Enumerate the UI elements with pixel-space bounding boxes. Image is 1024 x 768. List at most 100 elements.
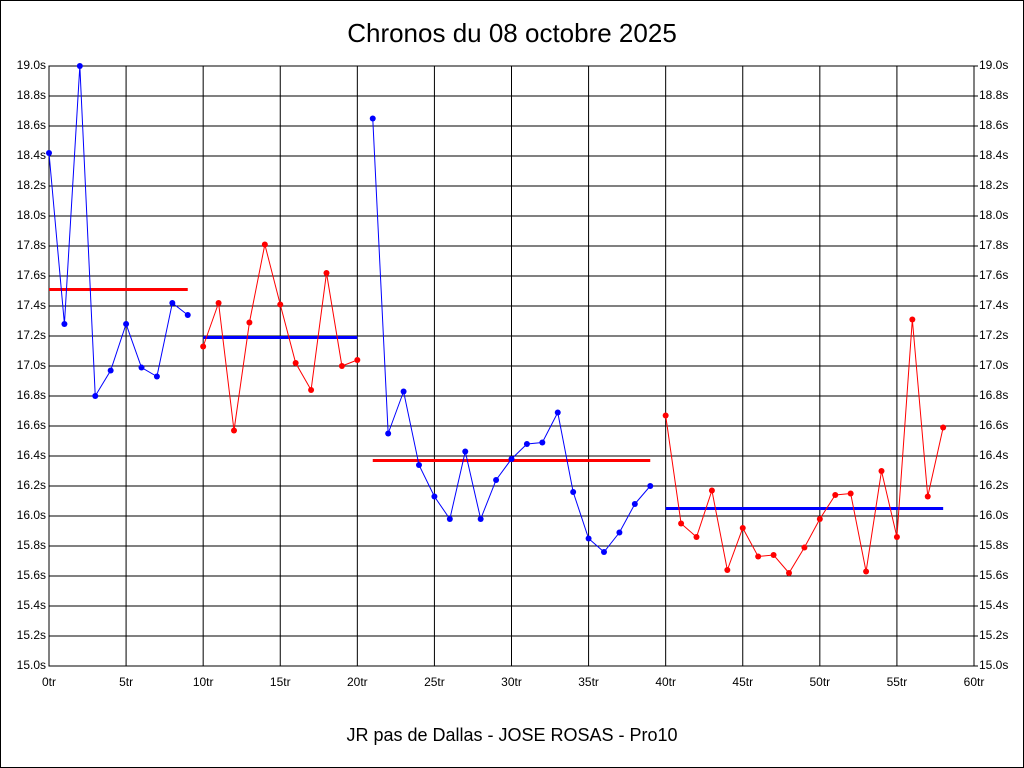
point bbox=[786, 570, 792, 576]
point bbox=[816, 516, 823, 522]
point bbox=[446, 516, 453, 522]
point bbox=[107, 367, 114, 374]
y2-tick-label: 16.8s bbox=[979, 388, 1008, 402]
point bbox=[169, 300, 176, 306]
x-tick-label: 5tr bbox=[119, 675, 133, 689]
y-tick-label: 16.0s bbox=[17, 508, 46, 522]
x-tick-label: 25tr bbox=[424, 675, 445, 689]
point bbox=[400, 388, 407, 395]
point bbox=[909, 316, 916, 323]
point bbox=[585, 535, 592, 542]
y-tick-label: 16.4s bbox=[17, 448, 46, 462]
x-tick-label: 55tr bbox=[887, 675, 908, 689]
y-tick-label: 18.0s bbox=[17, 208, 46, 222]
point bbox=[678, 520, 685, 527]
y2-tick-label: 16.6s bbox=[979, 418, 1008, 432]
point bbox=[123, 321, 130, 327]
y-tick-label: 16.2s bbox=[17, 478, 46, 492]
y-tick-label: 15.8s bbox=[17, 538, 46, 552]
x-tick-label: 15tr bbox=[270, 675, 291, 689]
y-tick-label: 15.6s bbox=[17, 568, 46, 582]
x-tick-label: 10tr bbox=[193, 675, 214, 689]
y2-tick-label: 18.0s bbox=[979, 208, 1008, 222]
point bbox=[601, 549, 607, 555]
series-line bbox=[48, 65, 189, 398]
point bbox=[46, 150, 52, 156]
point bbox=[462, 448, 469, 455]
point bbox=[200, 343, 207, 350]
point bbox=[246, 319, 253, 326]
point bbox=[739, 525, 746, 531]
y2-tick-label: 17.4s bbox=[979, 298, 1008, 312]
point bbox=[847, 490, 854, 497]
y2-tick-label: 17.8s bbox=[979, 238, 1008, 252]
point bbox=[493, 477, 500, 483]
point bbox=[277, 301, 284, 308]
point bbox=[385, 430, 392, 437]
point bbox=[924, 493, 931, 500]
point bbox=[138, 364, 145, 371]
y2-tick-label: 17.6s bbox=[979, 268, 1008, 282]
x-tick-label: 0tr bbox=[42, 675, 56, 689]
point bbox=[570, 489, 577, 495]
x-tick-label: 45tr bbox=[732, 675, 753, 689]
point bbox=[431, 493, 438, 500]
point bbox=[539, 439, 546, 446]
point bbox=[523, 441, 530, 447]
point bbox=[416, 462, 422, 468]
y-tick-label: 16.8s bbox=[17, 388, 46, 402]
point bbox=[153, 373, 160, 380]
point bbox=[61, 321, 68, 327]
point bbox=[863, 568, 870, 575]
point bbox=[323, 270, 330, 276]
point bbox=[893, 534, 900, 540]
x-tick-label: 40tr bbox=[655, 675, 676, 689]
point bbox=[477, 516, 484, 522]
y-tick-label: 17.2s bbox=[17, 328, 46, 342]
y2-tick-label: 15.2s bbox=[979, 628, 1008, 642]
y2-tick-label: 15.6s bbox=[979, 568, 1008, 582]
y2-tick-label: 19.0s bbox=[979, 58, 1008, 72]
point bbox=[770, 552, 777, 558]
y-tick-label: 16.6s bbox=[17, 418, 46, 432]
y-tick-label: 18.2s bbox=[17, 178, 46, 192]
x-tick-label: 35tr bbox=[578, 675, 599, 689]
x-tick-label: 30tr bbox=[501, 675, 522, 689]
y-tick-label: 17.4s bbox=[17, 298, 46, 312]
point bbox=[708, 487, 715, 494]
point bbox=[878, 468, 885, 474]
y-tick-label: 18.8s bbox=[17, 88, 46, 102]
y2-tick-label: 18.6s bbox=[979, 118, 1008, 132]
y-tick-label: 18.6s bbox=[17, 118, 46, 132]
point bbox=[554, 409, 561, 416]
point bbox=[76, 63, 83, 69]
y2-tick-label: 17.0s bbox=[979, 358, 1008, 372]
point bbox=[354, 357, 361, 363]
x-tick-label: 50tr bbox=[809, 675, 830, 689]
point bbox=[662, 412, 669, 419]
point bbox=[92, 393, 99, 399]
point bbox=[292, 360, 299, 366]
point bbox=[940, 424, 947, 431]
y2-tick-label: 17.2s bbox=[979, 328, 1008, 342]
point bbox=[832, 492, 839, 498]
plot-border bbox=[48, 65, 975, 667]
x-axis-label: JR pas de Dallas - JOSE ROSAS - Pro10 bbox=[346, 725, 677, 745]
y2-tick-label: 15.4s bbox=[979, 598, 1008, 612]
y2-tick-label: 16.4s bbox=[979, 448, 1008, 462]
point bbox=[693, 534, 700, 540]
y-tick-label: 15.0s bbox=[17, 658, 46, 672]
y2-tick-label: 15.0s bbox=[979, 658, 1008, 672]
point bbox=[369, 115, 376, 122]
point bbox=[338, 363, 345, 369]
point bbox=[755, 553, 762, 560]
point bbox=[308, 387, 315, 393]
point bbox=[508, 456, 515, 462]
y-tick-label: 17.8s bbox=[17, 238, 46, 252]
y-tick-label: 18.4s bbox=[17, 148, 46, 162]
y2-tick-label: 18.2s bbox=[979, 178, 1008, 192]
point bbox=[647, 483, 654, 489]
chart-title: Chronos du 08 octobre 2025 bbox=[347, 18, 677, 48]
y-tick-label: 15.4s bbox=[17, 598, 46, 612]
